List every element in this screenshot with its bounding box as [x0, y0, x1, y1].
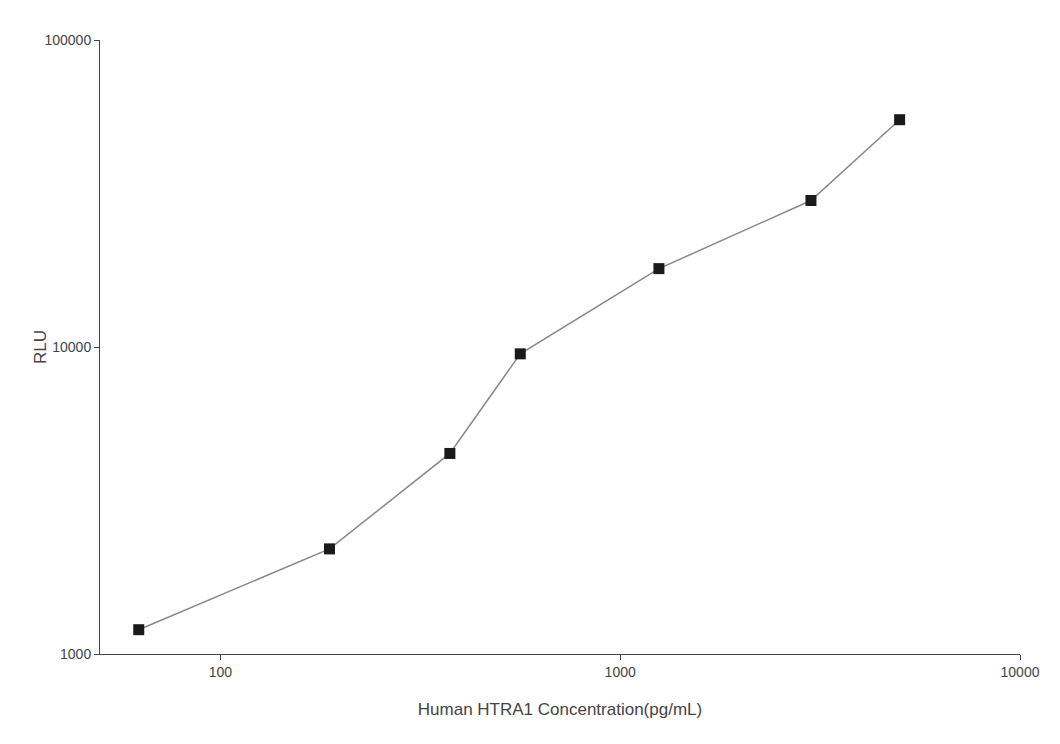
svg-text:10000: 10000	[1001, 664, 1040, 680]
svg-text:100: 100	[209, 664, 233, 680]
svg-text:Human HTRA1 Concentration(pg/m: Human HTRA1 Concentration(pg/mL)	[418, 700, 702, 719]
svg-text:RLU: RLU	[31, 330, 50, 364]
svg-text:1000: 1000	[605, 664, 636, 680]
svg-text:100000: 100000	[44, 32, 91, 48]
svg-text:1000: 1000	[60, 646, 91, 662]
svg-text:10000: 10000	[52, 339, 91, 355]
